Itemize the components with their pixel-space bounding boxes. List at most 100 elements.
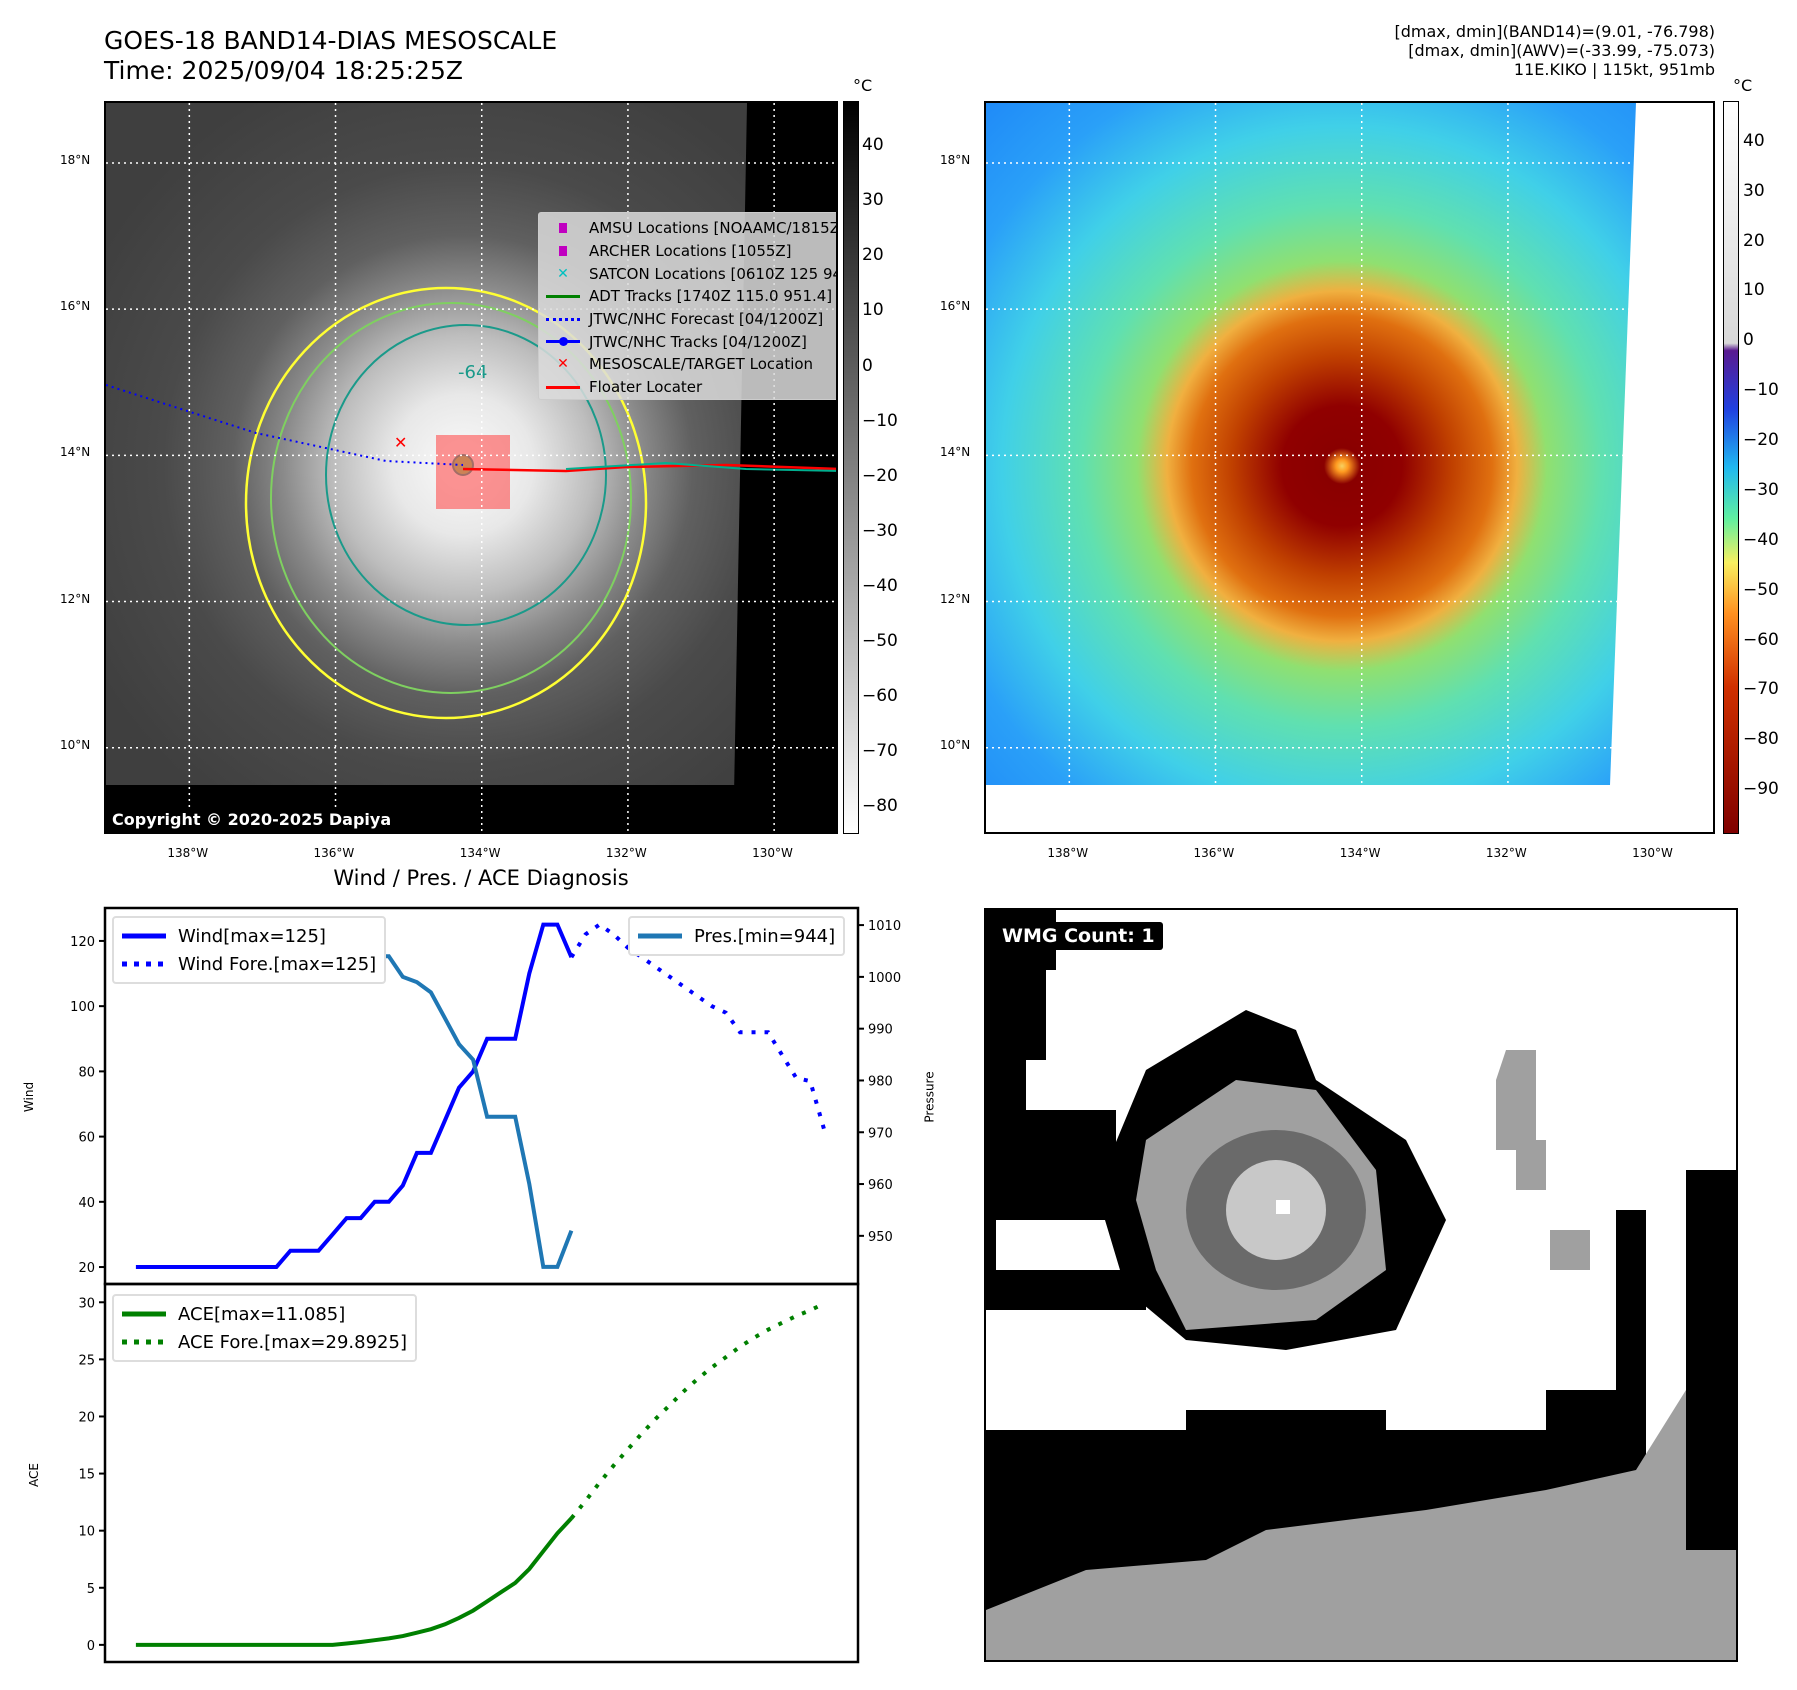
colorbar-tick-label: −50 bbox=[862, 631, 898, 652]
legend-item: JTWC/NHC Tracks [04/1200Z] bbox=[545, 330, 836, 353]
ace-fore-legend-label: ACE Fore.[max=29.8925] bbox=[178, 1331, 407, 1353]
overlay: ✕ -64 bbox=[106, 103, 836, 832]
x-legend-icon: ✕ bbox=[557, 265, 569, 282]
copyright: Copyright © 2020-2025 Dapiya bbox=[108, 808, 396, 831]
legend-label: ARCHER Locations [1055Z] bbox=[589, 242, 792, 261]
legend-label: MESOSCALE/TARGET Location bbox=[589, 355, 814, 374]
ace-legend-label: ACE[max=11.085] bbox=[178, 1303, 346, 1325]
wind-fore-legend-label: Wind Fore.[max=125] bbox=[178, 953, 377, 975]
y2-tick-label: 990 bbox=[868, 1023, 893, 1038]
lon-label: 136°W bbox=[313, 846, 355, 860]
legend-item: ADT Tracks [1740Z 115.0 951.4] bbox=[545, 285, 836, 308]
wmg-image bbox=[986, 910, 1736, 1660]
colorbar-tick-label: −20 bbox=[862, 465, 898, 486]
wmg-center bbox=[1276, 1200, 1290, 1214]
lat-label: 14°N bbox=[60, 445, 91, 460]
colorbar-tick-label: −80 bbox=[862, 796, 898, 817]
wind-legend: Wind[max=125] Wind Fore.[max=125] bbox=[112, 916, 387, 984]
legend-item: ✕ MESOSCALE/TARGET Location bbox=[545, 353, 836, 376]
colorbar-tick-label: −40 bbox=[862, 575, 898, 596]
lat-label: 14°N bbox=[940, 445, 971, 460]
y2-tick-label: 1000 bbox=[868, 971, 901, 986]
y2-tick-label: 970 bbox=[868, 1126, 893, 1141]
product-title: GOES-18 BAND14-DIAS MESOSCALE bbox=[104, 26, 558, 55]
square-legend-icon bbox=[545, 223, 581, 234]
colorbar-tick-label: −60 bbox=[1743, 629, 1779, 650]
adt-track bbox=[565, 461, 836, 472]
colorbar-tick-label: −70 bbox=[1743, 679, 1779, 700]
legend-label: SATCON Locations [0610Z 125 948] bbox=[589, 264, 838, 283]
left-colorbar-unit: °C bbox=[853, 76, 873, 95]
y2-tick-label: 980 bbox=[868, 1074, 893, 1089]
wmg-patch bbox=[1550, 1230, 1590, 1270]
legend-item: JTWC/NHC Forecast [04/1200Z] bbox=[545, 308, 836, 331]
colorbar-tick-label: −20 bbox=[1743, 430, 1779, 451]
wind-legend-swatch bbox=[122, 933, 166, 939]
right-colorbar bbox=[1723, 101, 1739, 834]
legend-item: Floater Locater bbox=[545, 376, 836, 399]
y-tick-label: 20 bbox=[78, 1410, 95, 1425]
series-line-wind bbox=[135, 922, 574, 1269]
y-tick-label: 15 bbox=[78, 1468, 95, 1483]
lon-label: 138°W bbox=[167, 846, 209, 860]
pressure-axis-label: Pressure bbox=[922, 1071, 937, 1123]
colorbar-tick-label: −10 bbox=[1743, 380, 1779, 401]
legend-label: Floater Locater bbox=[589, 378, 703, 397]
colorbar-tick-label: 40 bbox=[1743, 130, 1765, 151]
x-legend-icon: ✕ bbox=[557, 356, 569, 373]
wmg-lower-gray bbox=[986, 1390, 1736, 1660]
colorbar-tick-label: −70 bbox=[862, 741, 898, 762]
pressure-legend: Pres.[min=944] bbox=[628, 916, 846, 956]
series-line-ace bbox=[135, 1516, 573, 1647]
pres-legend-swatch bbox=[638, 933, 682, 939]
colorbar-tick-label: −50 bbox=[1743, 579, 1779, 600]
ir-color-map bbox=[984, 101, 1715, 834]
colorbar-tick-label: 0 bbox=[1743, 330, 1754, 351]
mesoscale-box bbox=[436, 435, 510, 509]
colorbar-tick-label: 30 bbox=[862, 190, 884, 211]
y-tick-label: 30 bbox=[78, 1296, 95, 1311]
satellite-imagery-color bbox=[986, 103, 1636, 785]
awv-range: [dmax, dmin](AWV)=(-33.99, -75.073) bbox=[1408, 41, 1715, 60]
lat-label: 12°N bbox=[60, 591, 91, 606]
colorbar-tick-label: 20 bbox=[1743, 230, 1765, 251]
wmg-gray-band-ne bbox=[1496, 1050, 1546, 1190]
lon-label: 132°W bbox=[605, 846, 647, 860]
lat-label: 16°N bbox=[940, 299, 971, 314]
line-dot-legend-icon bbox=[545, 337, 581, 347]
dotted-legend-icon bbox=[545, 317, 581, 321]
lon-label: 136°W bbox=[1193, 846, 1235, 860]
y-tick-label: 60 bbox=[78, 1131, 95, 1146]
contour-teal bbox=[325, 324, 607, 626]
legend-label: ADT Tracks [1740Z 115.0 951.4] bbox=[589, 287, 833, 306]
contour-label: -64 bbox=[458, 362, 487, 383]
lat-label: 10°N bbox=[940, 737, 971, 752]
forecast-track bbox=[106, 384, 464, 466]
y-tick-label: 5 bbox=[87, 1582, 95, 1597]
legend-label: JTWC/NHC Forecast [04/1200Z] bbox=[589, 310, 824, 329]
ace-legend: ACE[max=11.085] ACE Fore.[max=29.8925] bbox=[112, 1294, 417, 1362]
legend-label: AMSU Locations [NOAAMC/1815Z 104 973] bbox=[589, 219, 838, 238]
colorbar-tick-label: 20 bbox=[862, 245, 884, 266]
lon-label: 134°W bbox=[1339, 846, 1381, 860]
left-colorbar bbox=[843, 101, 859, 834]
y-tick-label: 10 bbox=[78, 1525, 95, 1540]
lat-label: 12°N bbox=[940, 591, 971, 606]
grid-overlay bbox=[986, 103, 1713, 832]
lat-label: 10°N bbox=[60, 737, 91, 752]
lon-label: 138°W bbox=[1047, 846, 1089, 860]
y-tick-label: 80 bbox=[78, 1065, 95, 1080]
storm-summary: 11E.KIKO | 115kt, 951mb bbox=[1513, 60, 1715, 79]
colorbar-tick-label: 10 bbox=[862, 300, 884, 321]
y-tick-label: 0 bbox=[87, 1639, 95, 1654]
colorbar-tick-label: −60 bbox=[862, 686, 898, 707]
colorbar-tick-label: 40 bbox=[862, 135, 884, 156]
colorbar-tick-label: 10 bbox=[1743, 280, 1765, 301]
timestamp: Time: 2025/09/04 18:25:25Z bbox=[104, 56, 463, 85]
y2-tick-label: 960 bbox=[868, 1178, 893, 1193]
wind-axis-label: Wind bbox=[22, 1081, 37, 1113]
colorbar-tick-label: −40 bbox=[1743, 529, 1779, 550]
colorbar-tick-label: −30 bbox=[862, 520, 898, 541]
lat-label: 18°N bbox=[940, 152, 971, 167]
diagnosis-charts: 20 40 60 80 100 120 950 960 970 980 990 1000 1010 0 5 1… bbox=[70, 906, 901, 1664]
